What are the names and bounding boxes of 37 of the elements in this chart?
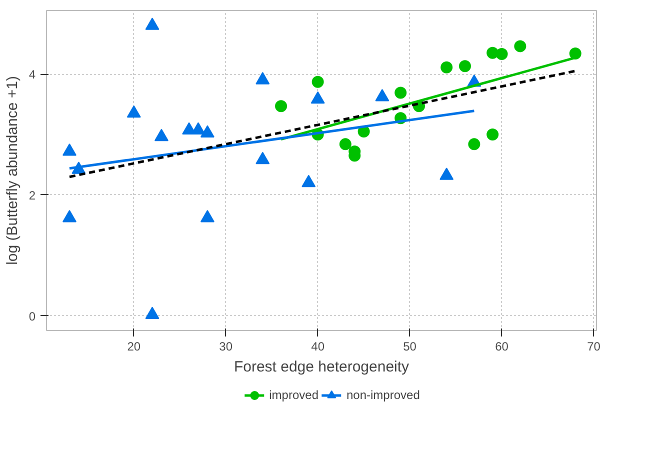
point: [468, 138, 480, 150]
point: [62, 143, 76, 156]
y-axis-title: log (Butterfly abundance +1): [4, 76, 21, 265]
point: [496, 48, 508, 60]
x-tick-label: 50: [403, 340, 417, 354]
point: [569, 47, 582, 60]
point: [310, 91, 325, 104]
y-tick-label: 4: [28, 68, 36, 82]
point: [145, 306, 160, 320]
point: [394, 86, 407, 99]
x-tick-label: 60: [495, 340, 509, 354]
x-tick-label: 30: [219, 340, 233, 354]
y-tick-label: 2: [28, 188, 36, 202]
point: [126, 105, 141, 118]
x-axis-title: Forest edge heterogeneity: [234, 358, 410, 376]
point: [514, 40, 526, 52]
point: [375, 88, 390, 102]
x-tick-label: 70: [587, 340, 601, 354]
point: [200, 210, 214, 222]
point: [154, 128, 168, 142]
x-tick-label: 20: [127, 340, 141, 354]
x-tick-label: 40: [311, 340, 325, 354]
point: [339, 138, 352, 150]
point: [256, 152, 270, 164]
point: [440, 61, 453, 74]
point: [312, 76, 324, 88]
point: [256, 72, 270, 84]
point: [486, 128, 499, 140]
legend-label: non-improved: [346, 388, 420, 402]
point: [458, 60, 471, 72]
point: [440, 168, 454, 180]
point: [275, 100, 288, 112]
point: [200, 125, 214, 138]
point: [302, 174, 316, 188]
y-tick-label: 0: [28, 309, 36, 324]
legend-label: improved: [269, 388, 318, 402]
point: [62, 210, 76, 222]
